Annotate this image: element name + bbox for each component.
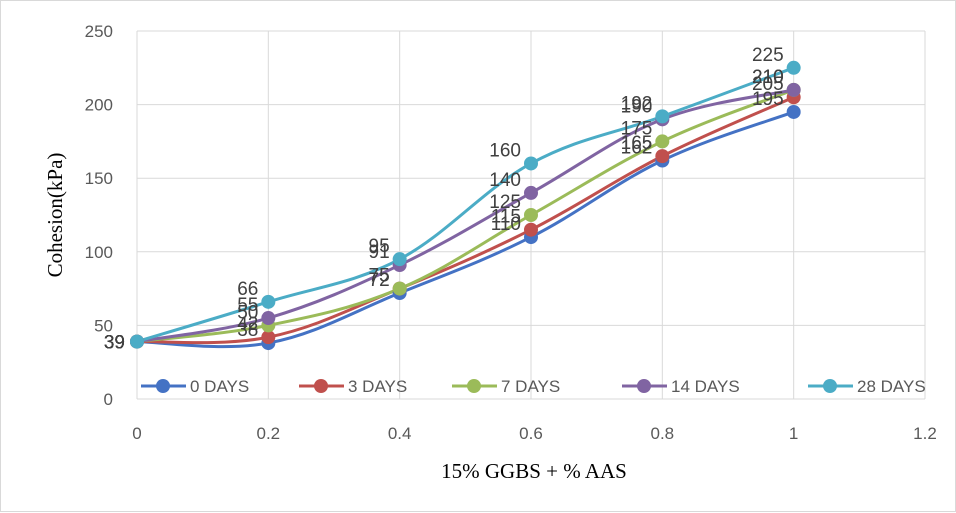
data-label: 205 (752, 74, 784, 95)
y-tick-label: 250 (85, 22, 113, 41)
data-label: 39 (104, 333, 125, 354)
data-point (786, 104, 801, 119)
data-label: 95 (369, 236, 390, 257)
data-label: 75 (369, 266, 390, 287)
data-label: 42 (237, 314, 258, 335)
data-label: 162 (621, 138, 653, 159)
data-label: 66 (237, 279, 258, 300)
legend-swatch-marker (823, 379, 837, 393)
legend: 0 DAYS 3 DAYS 7 DAYS 14 DAYS 28 DAYS (141, 377, 926, 396)
y-tick-label: 50 (94, 316, 113, 335)
data-label: 190 (621, 96, 653, 117)
x-tick-label: 0.4 (388, 424, 412, 443)
data-label: 39 (104, 333, 125, 354)
data-point (655, 109, 670, 124)
data-point (655, 134, 670, 149)
data-label: 140 (489, 170, 521, 191)
series-line (136, 88, 794, 344)
label-layer: 3938721101621953942751151652053950751251… (104, 45, 784, 354)
data-label: 165 (621, 133, 653, 154)
data-point (392, 281, 407, 296)
data-label: 125 (489, 192, 521, 213)
data-label: 210 (752, 67, 784, 88)
legend-label: 14 DAYS (671, 377, 740, 396)
x-tick-label: 0.6 (519, 424, 543, 443)
legend-swatch-marker (637, 379, 651, 393)
data-label: 115 (491, 207, 521, 228)
y-tick-label: 150 (85, 169, 113, 188)
legend-label: 3 DAYS (348, 377, 407, 396)
x-axis-title: 15% GGBS + % AAS (441, 459, 627, 483)
data-label: 50 (237, 302, 258, 323)
legend-label: 7 DAYS (501, 377, 560, 396)
data-point (524, 156, 538, 171)
data-point (261, 294, 276, 309)
y-tick-label: 0 (104, 390, 113, 409)
series-line (136, 88, 795, 344)
data-point (786, 82, 801, 97)
data-label: 175 (621, 118, 653, 139)
data-point (392, 252, 407, 267)
y-tick-label: 200 (85, 96, 113, 115)
data-label: 39 (104, 333, 125, 354)
tick-layer: 0 0.2 0.4 0.6 0.8 1 1.2 0 50 100 150 200 250 (85, 22, 937, 443)
data-label: 110 (491, 214, 521, 235)
x-tick-label: 0 (132, 424, 141, 443)
x-tick-label: 0.2 (257, 424, 281, 443)
data-label: 75 (369, 266, 390, 287)
x-tick-label: 0.8 (651, 424, 675, 443)
data-point (261, 330, 276, 345)
data-point (261, 311, 276, 326)
x-tick-label: 1 (789, 424, 798, 443)
data-label: 39 (104, 333, 125, 354)
point-layer (130, 60, 801, 351)
data-label: 91 (369, 242, 390, 263)
data-label: 55 (237, 295, 258, 316)
y-tick-label: 100 (85, 243, 113, 262)
legend-label: 28 DAYS (857, 377, 926, 396)
series-line (136, 95, 795, 345)
data-point (524, 208, 538, 222)
data-point (524, 185, 538, 200)
series-line (136, 110, 795, 349)
legend-swatch-marker (314, 379, 328, 393)
legend-swatch-marker (467, 379, 481, 393)
data-label: 210 (752, 67, 784, 88)
data-label: 38 (237, 320, 258, 341)
data-label: 39 (104, 333, 125, 354)
data-point (655, 149, 670, 164)
data-label: 72 (369, 270, 390, 291)
x-tick-label: 1.2 (913, 424, 937, 443)
data-label: 160 (489, 140, 521, 161)
data-label: 225 (752, 45, 784, 66)
data-point (786, 60, 801, 75)
data-point (524, 222, 538, 237)
data-point (130, 334, 144, 349)
data-label: 192 (621, 93, 653, 114)
line-layer (136, 66, 795, 349)
legend-swatch-marker (156, 379, 170, 393)
data-label: 195 (752, 89, 784, 110)
series-line (136, 66, 795, 344)
y-axis-title: Cohesion(kPa) (43, 153, 67, 278)
legend-label: 0 DAYS (190, 377, 249, 396)
